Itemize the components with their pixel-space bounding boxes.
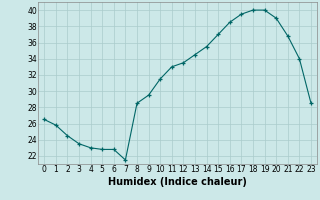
X-axis label: Humidex (Indice chaleur): Humidex (Indice chaleur): [108, 177, 247, 187]
